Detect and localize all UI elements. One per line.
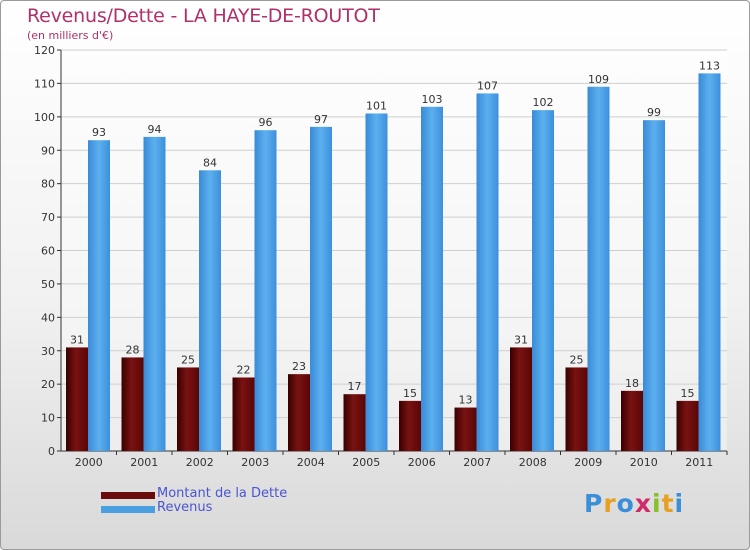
y-tick-label: 30: [41, 345, 55, 358]
logo-letter: x: [634, 489, 652, 518]
bar-dette: [288, 374, 310, 451]
bar-revenus: [143, 136, 166, 451]
data-label-dette: 18: [625, 377, 639, 390]
x-tick-label: 2010: [630, 456, 658, 469]
bar-dette: [565, 367, 588, 451]
bar-revenus: [421, 106, 443, 451]
logo-letter: o: [616, 489, 635, 518]
x-tick-label: 2001: [130, 456, 158, 469]
bar-dette: [399, 400, 421, 451]
bar-dette: [676, 400, 699, 451]
logo-letter: P: [584, 489, 604, 518]
data-label-dette: 28: [126, 343, 140, 356]
data-label-dette: 23: [292, 360, 306, 373]
data-label-dette: 31: [70, 333, 84, 346]
data-label-dette: 25: [570, 353, 584, 366]
data-label-revenus: 94: [148, 123, 162, 136]
data-label-revenus: 103: [422, 93, 443, 106]
legend-label-revenus: Revenus: [157, 500, 213, 515]
bar-dette: [454, 407, 477, 451]
logo-letter: t: [661, 489, 675, 518]
y-tick-label: 60: [41, 245, 55, 258]
y-tick-label: 0: [48, 445, 55, 458]
data-label-revenus: 97: [314, 113, 328, 126]
logo-letter: i: [674, 489, 685, 518]
x-tick-label: 2002: [186, 456, 214, 469]
x-tick-label: 2011: [685, 456, 713, 469]
logo-letter: i: [652, 489, 662, 518]
data-label-revenus: 99: [647, 106, 661, 119]
x-tick-label: 2005: [352, 456, 380, 469]
plot-area: 0 10 20 30 40 50 60 70 80 90 100 110 120 31 93 2000 28 94…: [34, 44, 728, 469]
bar-revenus: [88, 140, 110, 451]
chart-title: Revenus/Dette - LA HAYE-DE-ROUTOT: [27, 5, 380, 27]
bar-revenus: [254, 130, 277, 451]
data-label-revenus: 102: [533, 96, 554, 109]
y-tick-label: 70: [41, 211, 55, 224]
data-label-dette: 22: [237, 363, 251, 376]
data-label-dette: 13: [459, 394, 473, 407]
bar-revenus: [476, 93, 499, 452]
bar-dette: [343, 394, 366, 451]
data-label-revenus: 84: [203, 156, 217, 169]
y-tick-label: 10: [41, 412, 55, 425]
x-tick-label: 2006: [408, 456, 436, 469]
proxiti-logo: Proxiti: [584, 489, 684, 518]
bar-dette: [121, 357, 144, 451]
bar-revenus: [698, 73, 721, 452]
bar-revenus: [532, 110, 554, 452]
data-label-revenus: 107: [477, 79, 498, 92]
data-label-dette: 15: [681, 387, 695, 400]
y-tick-label: 90: [41, 144, 55, 157]
data-label-revenus: 109: [588, 73, 609, 86]
data-label-revenus: 113: [699, 59, 720, 72]
y-tick-label: 120: [34, 44, 55, 57]
bar-revenus: [310, 126, 332, 451]
y-tick-label: 110: [34, 77, 55, 90]
x-tick-label: 2004: [297, 456, 325, 469]
chart-subtitle: (en milliers d'€): [27, 29, 114, 42]
bar-dette: [621, 390, 643, 451]
bar-dette: [510, 347, 532, 451]
data-label-dette: 17: [348, 380, 362, 393]
data-label-dette: 31: [514, 333, 528, 346]
data-label-revenus: 101: [366, 99, 387, 112]
legend-swatch-revenus: [101, 506, 155, 513]
bar-dette: [177, 367, 199, 451]
y-tick-label: 80: [41, 178, 55, 191]
data-label-revenus: 93: [92, 126, 106, 139]
bar-revenus: [587, 86, 610, 451]
bar-revenus: [643, 120, 665, 452]
data-label-dette: 15: [403, 387, 417, 400]
legend-label-dette: Montant de la Dette: [157, 486, 288, 501]
bar-revenus: [199, 170, 221, 452]
legend-swatch-dette: [101, 492, 155, 499]
bar-revenus: [365, 113, 388, 451]
data-label-revenus: 96: [259, 116, 273, 129]
y-tick-label: 50: [41, 278, 55, 291]
y-tick-label: 20: [41, 378, 55, 391]
x-tick-label: 2000: [75, 456, 103, 469]
x-tick-label: 2003: [241, 456, 269, 469]
bar-dette: [232, 377, 255, 451]
x-tick-label: 2008: [519, 456, 547, 469]
data-label-dette: 25: [181, 353, 195, 366]
y-tick-label: 100: [34, 111, 55, 124]
x-tick-label: 2007: [463, 456, 491, 469]
bar-dette: [66, 347, 88, 451]
y-tick-label: 40: [41, 311, 55, 324]
logo-letter: r: [603, 489, 617, 518]
x-tick-label: 2009: [574, 456, 602, 469]
